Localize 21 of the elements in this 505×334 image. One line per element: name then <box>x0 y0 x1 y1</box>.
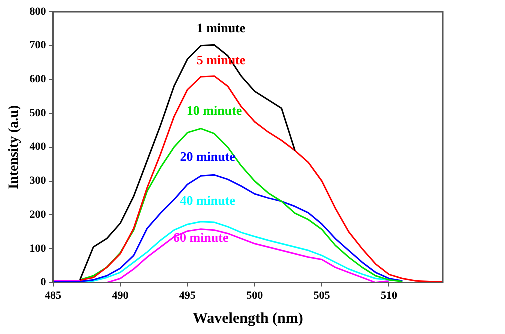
y-axis-title: Intensity (a.u) <box>7 105 22 190</box>
y-tick-label: 700 <box>30 40 47 52</box>
x-tick-label: 510 <box>381 290 398 302</box>
y-tick-label: 500 <box>30 107 47 120</box>
x-tick-label: 495 <box>179 290 196 302</box>
series-label: 40 minute <box>180 192 236 208</box>
y-tick-label: 800 <box>30 6 47 18</box>
series-label: 20 minute <box>180 148 236 164</box>
series-label: 1 minute <box>196 20 246 36</box>
x-tick-label: 505 <box>314 290 331 302</box>
y-tick-label: 100 <box>30 242 47 255</box>
series-label: 10 minute <box>186 103 242 118</box>
x-axis-title: Wavelength (nm) <box>192 310 304 327</box>
x-tick-label: 490 <box>112 290 130 302</box>
y-tick-label: 400 <box>30 141 47 154</box>
y-tick-label: 0 <box>40 276 47 289</box>
y-tick-label: 600 <box>30 74 47 86</box>
x-tick-label: 485 <box>45 290 62 302</box>
y-tick-label: 300 <box>30 175 47 188</box>
x-tick-label: 500 <box>246 290 264 302</box>
y-tick-label: 200 <box>30 208 47 221</box>
